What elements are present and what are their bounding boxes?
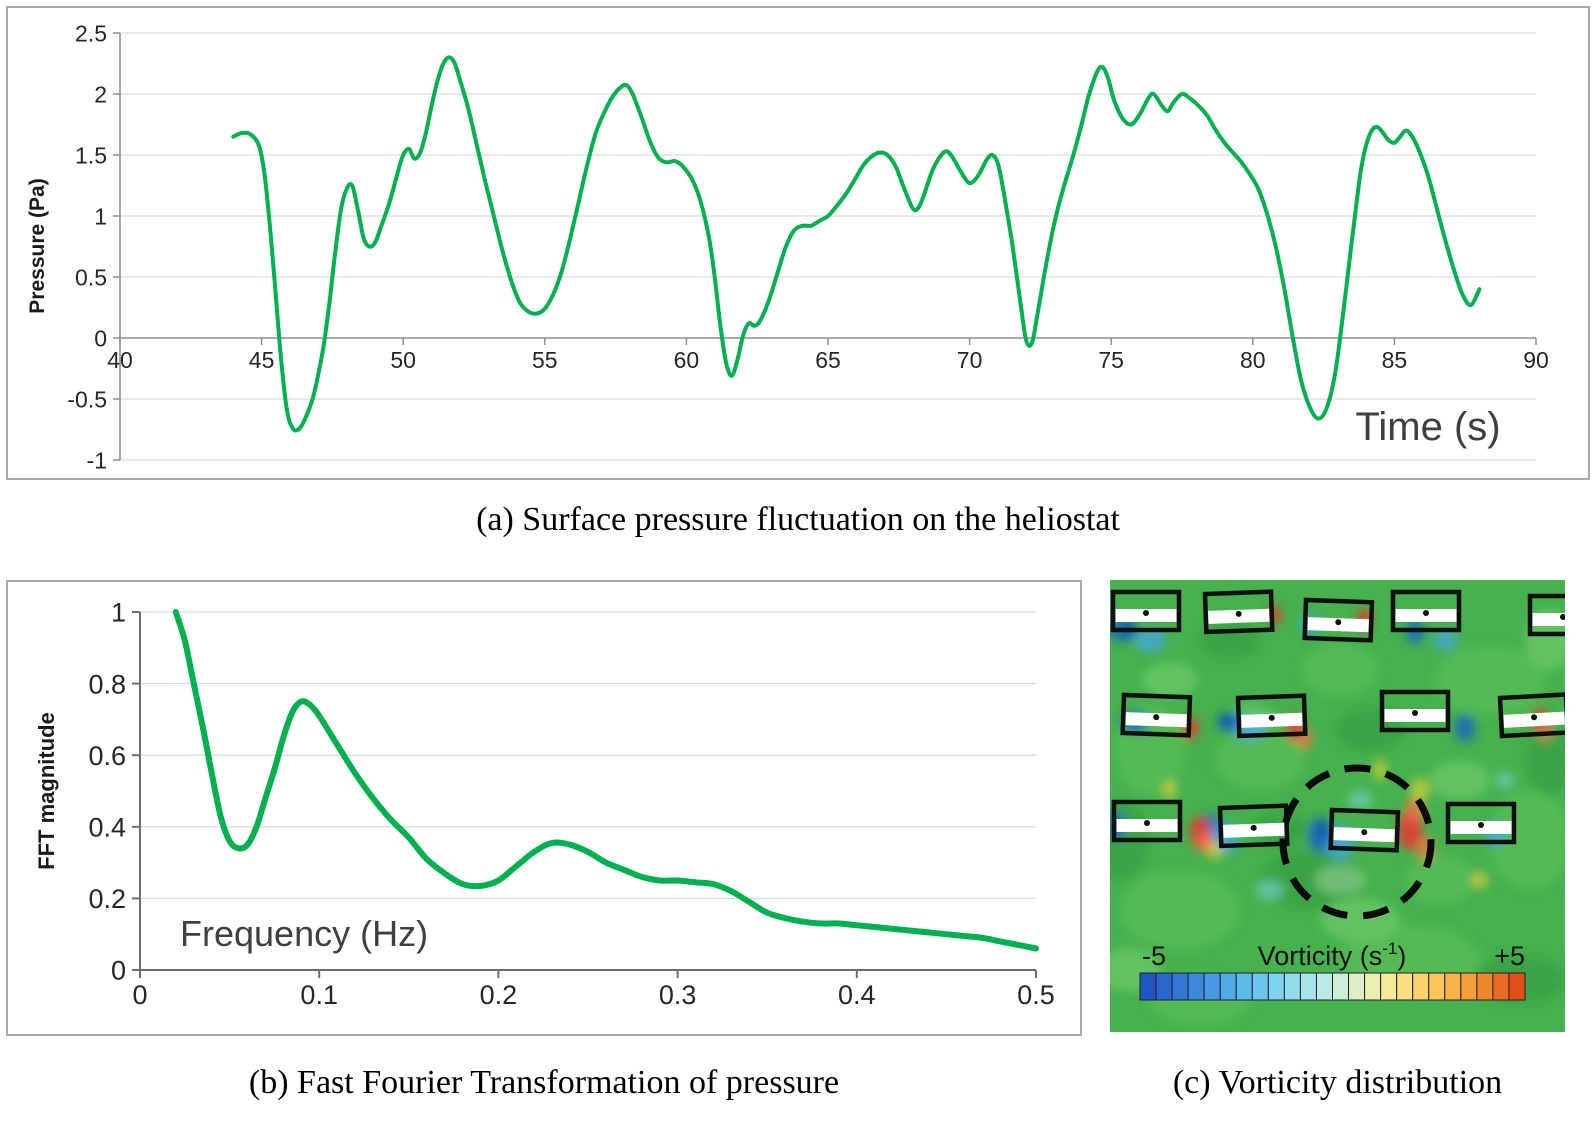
y-tick-label: 1	[111, 598, 126, 628]
colorbar-cell	[1364, 972, 1382, 1001]
vorticity-panel: -5 +5 Vorticity (s-1)	[1110, 580, 1565, 1032]
colorbar-cell	[1203, 972, 1221, 1001]
x-tick-label: 0.2	[480, 980, 518, 1010]
colorbar-cell	[1155, 972, 1173, 1001]
colorbar-cell	[1476, 972, 1494, 1001]
colorbar-max-label: +5	[1494, 941, 1525, 971]
colorbar-cell	[1283, 972, 1301, 1001]
vorticity-plot: -5 +5 Vorticity (s-1)	[1110, 580, 1565, 1032]
x-tick-label: 50	[390, 347, 416, 373]
pressure-series-line	[231, 55, 1482, 433]
heliostat-glyph	[1390, 589, 1462, 633]
vorticity-colorbar	[1139, 972, 1526, 1001]
x-tick-label: 40	[107, 347, 133, 373]
y-tick-label: 0	[111, 956, 126, 986]
heliostat-glyph	[1235, 693, 1308, 739]
y-tick-label: -1	[87, 447, 107, 473]
x-tick-label: 0.3	[659, 980, 697, 1010]
x-tick-label: 65	[815, 347, 841, 373]
colorbar-cell	[1508, 972, 1526, 1001]
fft-chart-panel: 0 0.1 0.2 0.3 0.4 0.5 0 0.2 0.4 0.6 0.8 1 Frequency …	[6, 580, 1082, 1036]
colorbar-cell	[1139, 972, 1157, 1001]
x-tick-label: 45	[249, 347, 275, 373]
colorbar-cell	[1251, 972, 1269, 1001]
colorbar-cell	[1219, 972, 1237, 1001]
colorbar-cell	[1428, 972, 1446, 1001]
x-tick-label: 0.1	[300, 980, 338, 1010]
caption-a: (a) Surface pressure fluctuation on the …	[476, 501, 1120, 538]
colorbar-cell	[1492, 972, 1510, 1001]
pressure-chart: 40 45 50 55 60 65 70 75 80 85 90 -1 -0.5 0 0.5 1 1.5 2 2.5…	[26, 20, 1549, 473]
heliostat-glyph	[1328, 807, 1401, 853]
heliostat-glyph	[1110, 589, 1182, 633]
colorbar-cell	[1412, 972, 1430, 1001]
chart-b-svg-ylabel: FFT magnitude	[34, 712, 59, 870]
y-tick-label: 0	[94, 325, 107, 351]
heliostat-array	[1110, 589, 1565, 853]
y-tick-label: 0.2	[88, 884, 126, 914]
x-tick-label: 60	[674, 347, 700, 373]
colorbar-cell	[1396, 972, 1414, 1001]
heliostat-glyph	[1202, 589, 1275, 635]
pressure-chart-panel: 40 45 50 55 60 65 70 75 80 85 90 -1 -0.5 0 0.5 1 1.5 2 2.5…	[6, 6, 1590, 480]
heliostat-glyph	[1527, 593, 1565, 637]
colorbar-title: Vorticity (s-1)	[1258, 939, 1407, 971]
x-tick-label: 0	[132, 980, 147, 1010]
fft-series-line	[172, 609, 1039, 952]
y-tick-label: 0.5	[75, 264, 107, 290]
x-tick-label: 0.5	[1017, 980, 1055, 1010]
colorbar-cell	[1332, 972, 1350, 1001]
heliostat-glyph	[1120, 692, 1193, 738]
colorbar-cell	[1171, 972, 1189, 1001]
fft-chart: 0 0.1 0.2 0.3 0.4 0.5 0 0.2 0.4 0.6 0.8 1 Frequency …	[34, 598, 1055, 1010]
y-tick-label: 2.5	[75, 20, 107, 46]
colorbar-min-label: -5	[1142, 941, 1166, 971]
colorbar-cell	[1235, 972, 1253, 1001]
colorbar-cell	[1267, 972, 1285, 1001]
x-tick-label: 90	[1523, 347, 1549, 373]
heliostat-glyph	[1497, 692, 1565, 739]
colorbar-cell	[1444, 972, 1462, 1001]
y-tick-label: 2	[94, 81, 107, 107]
x-tick-label: 80	[1240, 347, 1266, 373]
colorbar-cell	[1299, 972, 1317, 1001]
y-tick-label: 0.8	[88, 669, 126, 699]
heliostat-glyph	[1111, 799, 1183, 843]
chart-a-svg-xlabel: Time (s)	[1355, 405, 1500, 449]
x-tick-label: 0.4	[838, 980, 876, 1010]
colorbar-cell	[1380, 972, 1398, 1001]
heliostat-glyph	[1379, 689, 1451, 733]
heliostat-glyph	[1302, 597, 1375, 643]
y-tick-label: 1.5	[75, 142, 107, 168]
x-tick-label: 85	[1382, 347, 1408, 373]
y-tick-label: 0.6	[88, 741, 126, 771]
dashed-circle-annotation	[1279, 764, 1435, 920]
y-tick-label: 1	[94, 203, 107, 229]
colorbar-labels: -5 +5 Vorticity (s-1)	[1142, 939, 1525, 971]
colorbar-cell	[1315, 972, 1333, 1001]
y-tick-label: 0.4	[88, 813, 126, 843]
x-tick-label: 75	[1098, 347, 1124, 373]
chart-a-svg-ylabel: Pressure (Pa)	[26, 178, 49, 313]
y-tick-label: -0.5	[67, 386, 107, 412]
chart-b-svg-xlabel: Frequency (Hz)	[180, 913, 428, 954]
x-tick-label: 55	[532, 347, 558, 373]
colorbar-cell	[1460, 972, 1478, 1001]
x-tick-label: 70	[957, 347, 983, 373]
annotation-layer	[1279, 764, 1435, 920]
caption-b: (b) Fast Fourier Transformation of press…	[248, 1064, 840, 1101]
colorbar-cell	[1187, 972, 1205, 1001]
colorbar-cell	[1348, 972, 1366, 1001]
heliostat-glyph	[1445, 801, 1517, 845]
caption-c: (c) Vorticity distribution	[1172, 1064, 1503, 1101]
heliostat-glyph	[1217, 803, 1290, 849]
